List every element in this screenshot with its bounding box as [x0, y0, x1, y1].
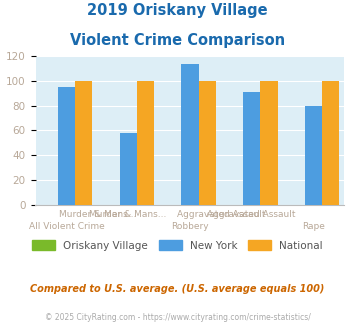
Legend: Oriskany Village, New York, National: Oriskany Village, New York, National	[28, 236, 327, 255]
Bar	[198, 81, 216, 205]
Text: Violent Crime Comparison: Violent Crime Comparison	[70, 33, 285, 48]
Bar	[243, 92, 260, 205]
Text: Murder & Mans...: Murder & Mans...	[89, 210, 167, 219]
Text: Aggravated Assault: Aggravated Assault	[176, 210, 265, 218]
Bar	[181, 63, 198, 205]
Text: Robbery: Robbery	[171, 222, 209, 231]
Text: All Violent Crime: All Violent Crime	[28, 222, 104, 231]
Bar	[75, 81, 92, 205]
Bar	[322, 81, 339, 205]
Bar	[305, 106, 322, 205]
Text: Murder & Mans...: Murder & Mans...	[59, 210, 136, 218]
Text: © 2025 CityRating.com - https://www.cityrating.com/crime-statistics/: © 2025 CityRating.com - https://www.city…	[45, 314, 310, 322]
Bar	[58, 87, 75, 205]
Bar	[120, 133, 137, 205]
Text: Aggravated Assault: Aggravated Assault	[207, 210, 296, 219]
Bar	[260, 81, 278, 205]
Text: Rape: Rape	[302, 222, 325, 231]
Bar	[137, 81, 154, 205]
Text: 2019 Oriskany Village: 2019 Oriskany Village	[87, 3, 268, 18]
Text: Compared to U.S. average. (U.S. average equals 100): Compared to U.S. average. (U.S. average …	[30, 284, 325, 294]
